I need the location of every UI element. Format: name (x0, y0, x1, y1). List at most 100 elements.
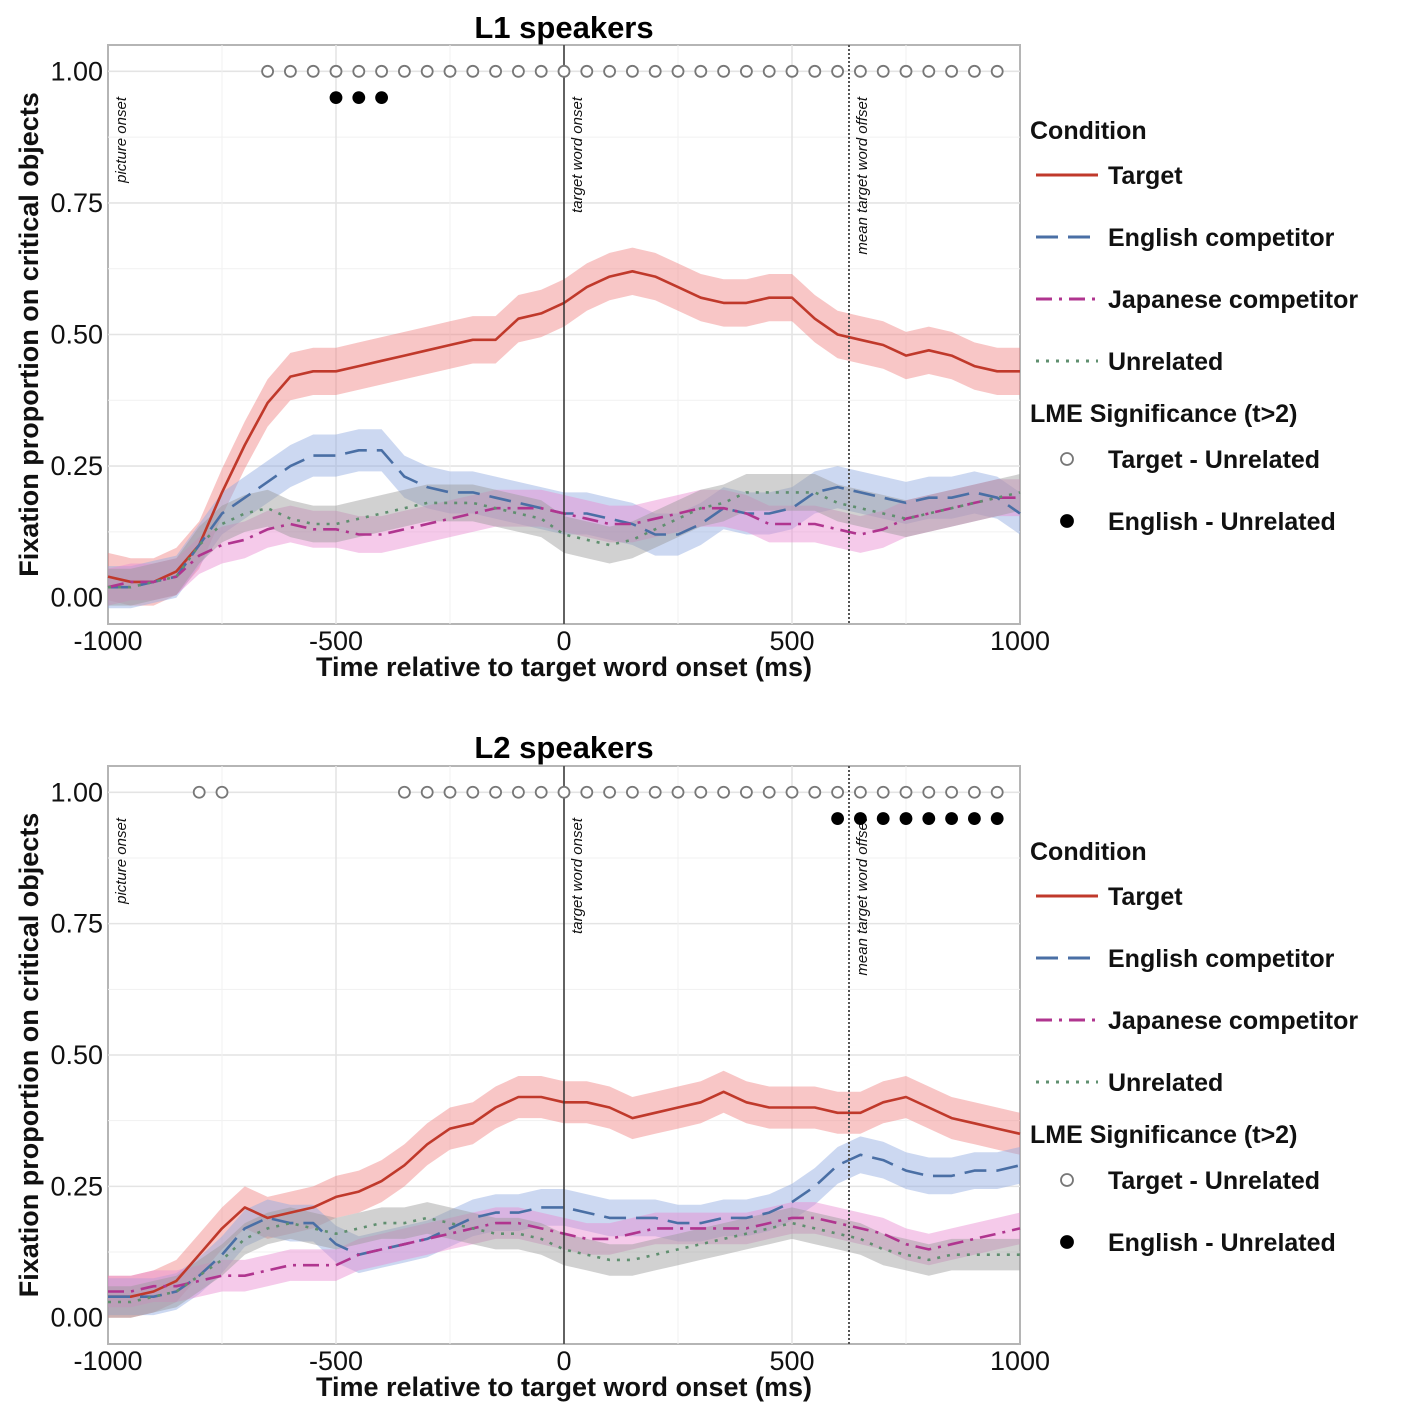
x-tick-label: -500 (309, 1346, 363, 1376)
sig-marker-target-unrelated (876, 785, 890, 799)
legend-label-target: Target (1108, 162, 1183, 190)
panel-title: L1 speakers (474, 10, 653, 45)
x-tick-label: 500 (769, 626, 814, 656)
legend-marker-english-unrelated (1060, 1235, 1074, 1249)
sig-marker-target-unrelated (215, 785, 229, 799)
legend-label-target: Target (1108, 883, 1183, 911)
legend-significance-title: LME Significance (t>2) (1030, 400, 1297, 428)
sig-marker-english-unrelated (876, 812, 890, 825)
vline-label-picture-onset: picture onset (113, 96, 130, 184)
sig-marker-target-unrelated (899, 785, 913, 799)
vline-label-picture-onset: picture onset (113, 817, 130, 905)
vline-label-mean-target-word-offset: mean target word offset (854, 817, 871, 975)
sig-marker-target-unrelated (717, 64, 730, 78)
sig-marker-target-unrelated (922, 64, 936, 78)
chart-panel-1: picture onset target word onset mean targe… (14, 10, 1358, 682)
sig-marker-target-unrelated (922, 785, 936, 799)
sig-marker-target-unrelated (443, 785, 457, 799)
sig-marker-target-unrelated (762, 785, 776, 799)
sig-marker-english-unrelated (831, 812, 844, 825)
sig-marker-target-unrelated (854, 785, 867, 799)
sig-marker-target-unrelated (808, 64, 822, 78)
y-tick-label: 0.75 (50, 909, 103, 939)
y-tick-label: 1.00 (50, 56, 103, 86)
x-tick-label: 0 (556, 1346, 571, 1376)
sig-marker-target-unrelated (648, 785, 662, 799)
sig-marker-target-unrelated (375, 64, 389, 78)
sig-marker-target-unrelated (990, 785, 1004, 799)
sig-marker-target-unrelated (945, 64, 958, 78)
legend-condition-title: Condition (1030, 117, 1147, 145)
y-tick-label: 0.00 (50, 1303, 103, 1333)
panel-title: L2 speakers (474, 730, 653, 765)
sig-marker-target-unrelated (626, 785, 639, 799)
sig-marker-english-unrelated (352, 91, 366, 105)
sig-marker-target-unrelated (557, 785, 571, 799)
sig-marker-target-unrelated (876, 64, 890, 78)
y-tick-label: 0.00 (50, 583, 103, 613)
legend-label-unrelated: Unrelated (1108, 348, 1223, 376)
x-tick-label: -1000 (73, 626, 142, 656)
y-tick-label: 0.75 (50, 188, 103, 218)
sig-marker-english-unrelated (922, 812, 936, 825)
sig-marker-target-unrelated (306, 64, 320, 78)
legend-significance-title: LME Significance (t>2) (1030, 1121, 1297, 1149)
sig-marker-target-unrelated (329, 64, 343, 78)
sig-marker-english-unrelated (899, 812, 913, 825)
series-band-japanese-competitor (108, 479, 1020, 606)
legend-marker-english-unrelated (1060, 514, 1074, 528)
sig-marker-target-unrelated (466, 64, 480, 78)
x-tick-label: 1000 (990, 1346, 1050, 1376)
x-tick-label: 1000 (990, 626, 1050, 656)
series-line-english-competitor (108, 1153, 1021, 1298)
sig-marker-target-unrelated (420, 785, 434, 799)
sig-marker-target-unrelated (489, 64, 503, 78)
legend-condition-title: Condition (1030, 838, 1147, 866)
sig-marker-target-unrelated (740, 64, 753, 78)
sig-marker-target-unrelated (420, 64, 434, 78)
sig-marker-target-unrelated (352, 64, 366, 78)
sig-marker-target-unrelated (648, 64, 662, 78)
sig-marker-target-unrelated (534, 64, 548, 78)
series-line-unrelated (108, 491, 1021, 589)
sig-marker-target-unrelated (968, 785, 981, 799)
sig-marker-target-unrelated (968, 64, 981, 78)
sig-marker-target-unrelated (831, 785, 844, 799)
sig-marker-target-unrelated (512, 785, 525, 799)
sig-marker-target-unrelated (557, 64, 571, 78)
sig-marker-target-unrelated (397, 64, 411, 78)
sig-marker-target-unrelated (466, 785, 480, 799)
y-axis-title: Fixation proportion on critical objects (14, 92, 44, 577)
legend-label-english-competitor: English competitor (1108, 945, 1335, 973)
sig-marker-english-unrelated (990, 812, 1004, 825)
sig-marker-target-unrelated (945, 785, 958, 799)
y-tick-label: 0.50 (50, 1040, 103, 1070)
legend-marker-target-unrelated (1060, 452, 1074, 466)
sig-marker-target-unrelated (671, 64, 685, 78)
sig-marker-target-unrelated (740, 785, 753, 799)
legend-label-english-competitor: English competitor (1108, 224, 1335, 252)
legend-label-unrelated: Unrelated (1108, 1069, 1223, 1097)
sig-marker-target-unrelated (762, 64, 776, 78)
y-tick-label: 0.25 (50, 451, 103, 481)
sig-marker-target-unrelated (990, 64, 1004, 78)
sig-marker-target-unrelated (603, 64, 616, 78)
legend-label-japanese-competitor: Japanese competitor (1108, 286, 1358, 314)
x-tick-label: 0 (556, 626, 571, 656)
x-tick-label: 500 (769, 1346, 814, 1376)
x-axis-title: Time relative to target word onset (ms) (316, 1372, 812, 1402)
x-axis-title: Time relative to target word onset (ms) (316, 652, 812, 682)
legend-sig-label-target-unrelated: Target - Unrelated (1108, 446, 1320, 474)
legend-sig-label-english-unrelated: English - Unrelated (1108, 508, 1336, 536)
x-tick-label: -500 (309, 626, 363, 656)
legend-sig-label-target-unrelated: Target - Unrelated (1108, 1167, 1320, 1195)
sig-marker-target-unrelated (694, 785, 708, 799)
sig-marker-target-unrelated (397, 785, 411, 799)
sig-marker-target-unrelated (785, 64, 799, 78)
legend: Condition Target English competitor Japanes… (1030, 838, 1358, 1257)
sig-marker-target-unrelated (626, 64, 639, 78)
sig-marker-english-unrelated (375, 91, 389, 105)
legend-sig-label-english-unrelated: English - Unrelated (1108, 1229, 1336, 1257)
sig-marker-target-unrelated (534, 785, 548, 799)
